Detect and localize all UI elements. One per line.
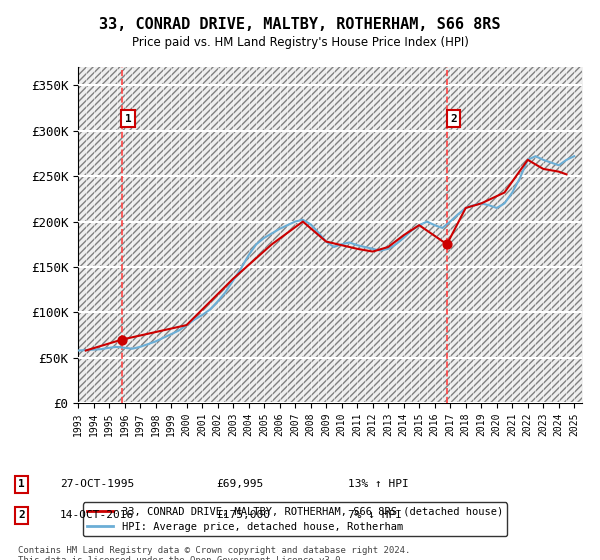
Text: 1: 1 — [125, 114, 131, 124]
Text: 2: 2 — [450, 114, 457, 124]
Point — [117, 335, 127, 344]
Text: 7% ↓ HPI: 7% ↓ HPI — [348, 510, 402, 520]
Text: Price paid vs. HM Land Registry's House Price Index (HPI): Price paid vs. HM Land Registry's House … — [131, 36, 469, 49]
Text: 33, CONRAD DRIVE, MALTBY, ROTHERHAM, S66 8RS: 33, CONRAD DRIVE, MALTBY, ROTHERHAM, S66… — [99, 17, 501, 32]
Text: Contains HM Land Registry data © Crown copyright and database right 2024.
This d: Contains HM Land Registry data © Crown c… — [18, 546, 410, 560]
Text: 1: 1 — [18, 479, 25, 489]
Text: 14-OCT-2016: 14-OCT-2016 — [60, 510, 134, 520]
Point — [442, 240, 452, 249]
Text: £175,000: £175,000 — [216, 510, 270, 520]
Text: 27-OCT-1995: 27-OCT-1995 — [60, 479, 134, 489]
Text: £69,995: £69,995 — [216, 479, 263, 489]
Text: 13% ↑ HPI: 13% ↑ HPI — [348, 479, 409, 489]
Legend: 33, CONRAD DRIVE, MALTBY, ROTHERHAM, S66 8RS (detached house), HPI: Average pric: 33, CONRAD DRIVE, MALTBY, ROTHERHAM, S66… — [83, 502, 507, 536]
Text: 2: 2 — [18, 510, 25, 520]
